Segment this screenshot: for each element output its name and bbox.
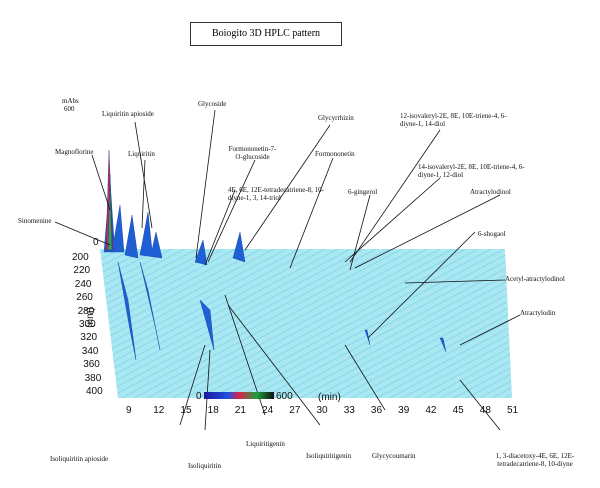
x-tick-label: 33 [343, 405, 355, 416]
title: Boiogito 3D HPLC pattern [190, 22, 342, 46]
compound-label: Atractylodinol [470, 188, 511, 196]
x-tick-label: 27 [289, 405, 301, 416]
x-tick-label: 24 [262, 405, 274, 416]
color-scale [204, 392, 274, 399]
compound-label: Formononetin-7-O-glucoside [228, 145, 277, 161]
compound-label: 6-gingerol [348, 188, 378, 196]
peaks [103, 149, 447, 361]
compound-label: 1, 3-diacetoxy-4E, 6E, 12E-tetradecatrie… [495, 452, 575, 468]
y-tick-label: 220 [73, 265, 91, 277]
x-tick-label: 45 [452, 405, 464, 416]
y-tick-label: 300 [79, 319, 96, 330]
compound-label: Sinomenine [18, 217, 52, 225]
z-max: 600 [64, 105, 75, 113]
compound-label: Glycycoumarin [372, 452, 416, 460]
x-tick-label: 36 [370, 405, 383, 416]
y-tick-label: 240 [74, 278, 92, 290]
y-tick-label: 200 [72, 252, 89, 263]
x-tick-label: 15 [180, 405, 192, 416]
compound-label: 6-shogaol [478, 230, 506, 238]
x-tick-label: 9 [126, 405, 132, 416]
color-scale-min: 0 [196, 391, 202, 402]
compound-label: Liquiritin apioside [102, 110, 154, 118]
z-unit: mAbs [62, 97, 79, 105]
x-tick-label: 51 [507, 405, 519, 416]
compound-label: Magnoflorine [55, 148, 94, 156]
z-zero: 0 [93, 237, 99, 248]
y-tick-label: 360 [83, 359, 100, 371]
compound-label: Atractylodin [520, 309, 556, 317]
x-tick-label: 39 [398, 405, 410, 416]
y-tick-label: 340 [81, 345, 99, 357]
compound-label: Liquiritin [128, 150, 155, 158]
compound-label: 12-isovaleryl-2E, 8E, 10E-triene-4, 6-di… [400, 112, 507, 128]
compound-label: Isoliquiritin apioside [50, 455, 109, 463]
y-tick-label: 260 [76, 292, 93, 304]
x-axis-label: (min) [318, 392, 341, 403]
compound-label: Isoliquiritigenin [306, 452, 352, 460]
surface [100, 249, 512, 398]
arrows [54, 109, 521, 431]
x-tick-label: 18 [207, 405, 219, 416]
compound-label: Isoliquiritin [188, 462, 222, 470]
compound-label: Formononetin [315, 150, 355, 158]
y-tick-label: 380 [84, 372, 102, 384]
compound-label: Glycyrrhizin [318, 114, 354, 122]
y-tick-label: 280 [77, 305, 95, 317]
y-tick-label: 400 [86, 386, 103, 397]
x-tick-label: 42 [425, 405, 437, 416]
compound-label: 4E, 6E, 12E-tetradecatriene-8, 10-diyne-… [228, 186, 325, 202]
compound-label: Liquiritigenin [246, 440, 285, 448]
x-tick-label: 30 [316, 405, 328, 416]
color-scale-max: 600 [276, 391, 293, 402]
compound-label: Glycoside [198, 100, 227, 108]
y-tick-label: 320 [80, 332, 98, 344]
x-tick-label: 12 [153, 405, 165, 416]
compound-label: Acetyl-atractylodinol [505, 275, 565, 283]
compound-label: 14-isovaleryl-2E, 8E, 10E-triene-4, 6-di… [418, 163, 525, 179]
x-tick-label: 21 [234, 405, 246, 416]
x-tick-label: 48 [479, 405, 491, 416]
